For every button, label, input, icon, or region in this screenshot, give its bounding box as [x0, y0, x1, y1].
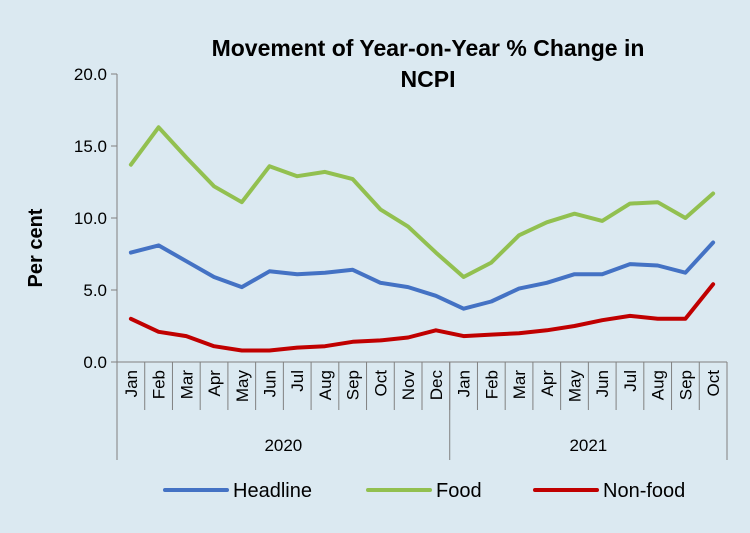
- legend-label: Headline: [233, 480, 312, 502]
- y-tick-label: 15.0: [74, 137, 107, 156]
- x-tick-label: Mar: [177, 370, 196, 400]
- x-tick-label: Jul: [621, 370, 640, 392]
- x-tick-label: Aug: [649, 370, 668, 400]
- y-axis-label: Per cent: [25, 208, 47, 287]
- series-line-food: [128, 125, 716, 279]
- x-tick-label: Feb: [150, 370, 169, 399]
- legend-label: Food: [436, 480, 482, 502]
- x-tick-label: May: [566, 370, 585, 403]
- x-tick-label: Mar: [510, 370, 529, 400]
- x-tick-label: May: [233, 370, 252, 403]
- series-line-headline: [128, 240, 716, 311]
- x-tick-label: Oct: [371, 370, 390, 397]
- x-tick-label: Aug: [316, 370, 335, 400]
- y-tick-label: 5.0: [83, 281, 107, 300]
- x-tick-label: Jul: [288, 370, 307, 392]
- x-tick-label: Feb: [482, 370, 501, 399]
- legend-label: Non-food: [603, 480, 685, 502]
- legend: Headline Food Non-food: [163, 480, 685, 502]
- x-tick-label: Sep: [676, 370, 695, 400]
- x-tick-label: Sep: [344, 370, 363, 400]
- x-tick-label: Jan: [455, 370, 474, 397]
- x-tick-label: Apr: [205, 370, 224, 397]
- series-lines: [128, 125, 716, 353]
- x-tick-label: Dec: [427, 370, 446, 401]
- x-tick-label: Jan: [122, 370, 141, 397]
- x-tick-label: Jun: [261, 370, 280, 397]
- y-tick-label: 20.0: [74, 65, 107, 84]
- chart-title-line-1: Movement of Year-on-Year % Change in: [212, 35, 645, 61]
- chart-title-line-2: NCPI: [401, 66, 456, 92]
- x-tick-label: Nov: [399, 370, 418, 401]
- y-tick-label: 0.0: [83, 353, 107, 372]
- y-tick-label: 10.0: [74, 209, 107, 228]
- x-tick-label: Apr: [538, 370, 557, 397]
- year-group-label: 2020: [264, 436, 302, 455]
- x-tick-label: Jun: [593, 370, 612, 397]
- x-tick-label: Oct: [704, 370, 723, 397]
- series-line-non-food: [128, 282, 716, 353]
- year-group-label: 2021: [569, 436, 607, 455]
- axes: 0.0 5.0 10.0 15.0 20.0 Jan Feb Mar Apr May Jun Jul A…: [74, 65, 728, 460]
